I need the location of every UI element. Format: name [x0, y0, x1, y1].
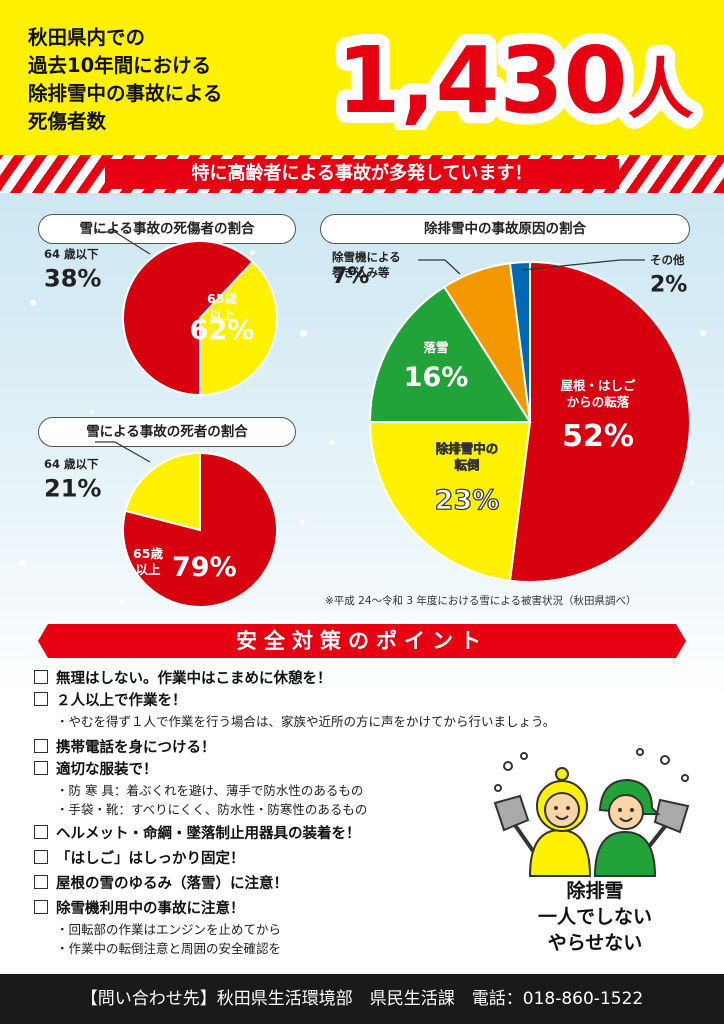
slice-label: 除排雪中の — [436, 441, 499, 456]
pie-slice — [508, 260, 531, 423]
header-title-line: 秋田県内での — [28, 26, 146, 49]
checkbox-icon — [34, 739, 48, 753]
safety-tips: 無理はしない。作業中はこまめに休憩を！ ２人以上で作業を！ ・やむを得ず１人で作… — [34, 668, 556, 958]
tip-item: ヘルメット・命綱・墜落制止用器具の装着を！ — [34, 823, 504, 845]
slice-label: 落雪 — [423, 340, 448, 355]
slice-label: 65歳 — [207, 291, 237, 306]
count-outline: 1,430人 — [336, 27, 693, 130]
pie-slice — [122, 240, 255, 397]
mascot-illustration — [493, 748, 690, 877]
pie-slice — [368, 285, 532, 423]
tip-subitem: ・作業中の転倒注意と周囲の安全確認を — [56, 941, 282, 956]
count-text: 1,430人 — [336, 27, 693, 130]
checkbox-icon — [34, 692, 48, 706]
slice-percent: 21% — [44, 475, 101, 503]
slice-label: 以上 — [135, 562, 161, 577]
tip-subitem: ・回転部の作業はエンジンを止めてから — [56, 922, 282, 937]
pie-slice — [199, 260, 278, 397]
slice-label: 64 歳以下 — [44, 247, 99, 261]
checkbox-icon — [34, 761, 48, 775]
tip-item: 屋根の雪のゆるみ（落雪）に注意！ — [34, 873, 504, 895]
slogan-line: やらせない — [547, 932, 643, 954]
tip-item: ２人以上で作業を！ — [34, 690, 504, 712]
slogan: 除排雪 一人でしない やらせない — [500, 878, 690, 956]
slice-percent: 2% — [650, 273, 687, 298]
tip-item: 除雪機利用中の事故に注意！ — [34, 898, 504, 920]
slice-label: 65歳 — [133, 546, 163, 561]
slice-label: 巻き込み等 — [331, 266, 390, 280]
slogan-line: 除排雪 — [566, 880, 624, 902]
leader-line — [95, 441, 151, 463]
tip-subitem: ・防 寒 具：着ぶくれを避け、薄手で防水性のあるもの — [56, 783, 364, 798]
pie-slice — [368, 421, 532, 582]
header-title-line: 過去10年間における — [28, 54, 212, 77]
header-title: 秋田県内での 過去10年間における 除排雪中の事故による 死傷者数 — [28, 24, 318, 136]
slice-percent: 62% — [190, 315, 255, 346]
chart-title-causes: 除排雪中の事故原因の割合 — [320, 214, 690, 244]
tip-subitem: ・やむを得ず１人で作業を行う場合は、家族や近所の方に声をかけてから行いましょう。 — [56, 714, 556, 729]
tip-item: 「はしご」はしっかり固定！ — [34, 848, 504, 870]
slogan-line: 一人でしない — [537, 906, 652, 928]
chart-title-deaths: 雪による事故の死者の割合 — [38, 417, 296, 447]
slice-label: 転倒 — [454, 458, 479, 473]
slice-percent: 23% — [435, 485, 500, 516]
chart-title-casualties: 雪による事故の死傷者の割合 — [38, 214, 296, 244]
slice-label: 以上 — [209, 308, 235, 323]
checkbox-icon — [34, 900, 48, 914]
leader-line — [95, 231, 151, 255]
slice-percent: 52% — [562, 419, 634, 454]
checkbox-icon — [34, 875, 48, 889]
pie-slice — [508, 260, 691, 583]
safety-banner — [38, 624, 686, 658]
header-title-line: 死傷者数 — [28, 110, 107, 133]
count-number: 1,430 — [336, 27, 627, 130]
slice-percent: 16% — [404, 362, 469, 393]
contact-footer: 【問い合わせ先】秋田県生活環境部 県民生活課 電話：018-860-1522 — [0, 974, 724, 1024]
tip-item: 適切な服装で！ — [34, 759, 504, 781]
leader-line — [521, 259, 645, 271]
pie-slice — [124, 451, 201, 532]
header-title-line: 除排雪中の事故による — [28, 82, 223, 105]
tip-item: 無理はしない。作業中はこまめに休憩を！ — [34, 668, 504, 690]
source-note: ※平成 24～令和 3 年度における雪による被害状況（秋田県調べ） — [325, 595, 637, 607]
checkbox-icon — [34, 850, 48, 864]
slice-label: 除雪機による — [332, 250, 401, 264]
slice-label: その他 — [650, 253, 685, 267]
slice-label: 64 歳以下 — [44, 457, 99, 471]
headline: 特に高齢者による事故が多発しています！ — [105, 159, 619, 189]
count-unit: 人 — [628, 51, 694, 128]
slice-percent: 79% — [172, 552, 237, 583]
slice-percent: 7% — [332, 264, 369, 289]
tip-subitem: ・手袋・靴：すべりにくく、防水性・防寒性のあるもの — [56, 802, 368, 817]
checkbox-icon — [34, 670, 48, 684]
leader-line — [418, 259, 461, 275]
slice-percent: 38% — [44, 265, 101, 293]
header-band — [0, 0, 724, 155]
tip-item: 携帯電話を身につける！ — [34, 737, 504, 759]
slice-label: からの転落 — [567, 395, 630, 410]
slice-label: 屋根・はしご — [560, 378, 636, 393]
checkbox-icon — [34, 825, 48, 839]
casualty-count: 1,430人 1,430人 — [325, 20, 704, 130]
safety-title: 安全対策のポイント — [236, 629, 488, 653]
